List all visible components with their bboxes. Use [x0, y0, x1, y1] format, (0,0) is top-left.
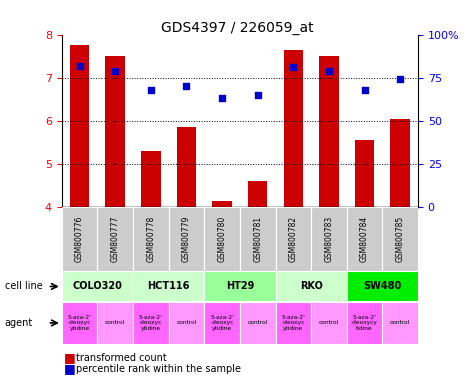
- Point: [289, 65, 297, 71]
- Text: RKO: RKO: [300, 281, 323, 291]
- Bar: [204, 207, 240, 271]
- Text: GDS4397 / 226059_at: GDS4397 / 226059_at: [161, 21, 314, 35]
- Bar: [97, 207, 133, 271]
- Bar: [347, 302, 382, 344]
- Text: agent: agent: [5, 318, 33, 328]
- Text: control: control: [390, 320, 410, 326]
- Point: [76, 63, 84, 69]
- Text: HCT116: HCT116: [147, 281, 190, 291]
- Bar: [141, 151, 161, 207]
- Text: 5-aza-2'
-deoxyc
ytidine: 5-aza-2' -deoxyc ytidine: [210, 315, 234, 331]
- Text: control: control: [105, 320, 125, 326]
- Point: [325, 68, 332, 74]
- Point: [182, 83, 190, 89]
- Bar: [276, 271, 347, 301]
- Text: cell line: cell line: [5, 281, 42, 291]
- Bar: [355, 141, 374, 207]
- Bar: [204, 271, 276, 301]
- Bar: [204, 302, 240, 344]
- Text: GSM800784: GSM800784: [360, 216, 369, 262]
- Text: GSM800785: GSM800785: [396, 216, 405, 262]
- Text: 5-aza-2'
-deoxycy
tidine: 5-aza-2' -deoxycy tidine: [351, 315, 378, 331]
- Text: control: control: [176, 320, 197, 326]
- Bar: [347, 271, 418, 301]
- Text: GSM800780: GSM800780: [218, 216, 227, 262]
- Text: GSM800778: GSM800778: [146, 216, 155, 262]
- Bar: [133, 271, 204, 301]
- Bar: [390, 119, 410, 207]
- Bar: [240, 302, 276, 344]
- Bar: [62, 302, 97, 344]
- Bar: [70, 45, 89, 207]
- Text: GSM800776: GSM800776: [75, 216, 84, 262]
- Bar: [177, 127, 196, 207]
- Text: COLO320: COLO320: [72, 281, 123, 291]
- Point: [147, 87, 155, 93]
- Text: 5-aza-2'
-deoxyc
ytidine: 5-aza-2' -deoxyc ytidine: [281, 315, 305, 331]
- Bar: [311, 207, 347, 271]
- Bar: [133, 207, 169, 271]
- Text: control: control: [247, 320, 268, 326]
- Text: GSM800779: GSM800779: [182, 216, 191, 262]
- Text: ■: ■: [64, 351, 76, 364]
- Text: GSM800783: GSM800783: [324, 216, 333, 262]
- Text: ■: ■: [64, 362, 76, 375]
- Point: [254, 92, 261, 98]
- Point: [361, 87, 369, 93]
- Bar: [382, 302, 418, 344]
- Bar: [347, 207, 382, 271]
- Bar: [248, 182, 267, 207]
- Point: [111, 68, 119, 74]
- Bar: [62, 271, 133, 301]
- Text: GSM800781: GSM800781: [253, 216, 262, 262]
- Text: transformed count: transformed count: [76, 353, 167, 363]
- Point: [396, 76, 404, 83]
- Bar: [311, 302, 347, 344]
- Text: percentile rank within the sample: percentile rank within the sample: [76, 364, 241, 374]
- Text: 5-aza-2'
-deoxyc
ytidine: 5-aza-2' -deoxyc ytidine: [67, 315, 92, 331]
- Bar: [97, 302, 133, 344]
- Bar: [169, 207, 204, 271]
- Bar: [105, 56, 125, 207]
- Text: SW480: SW480: [363, 281, 401, 291]
- Text: HT29: HT29: [226, 281, 254, 291]
- Bar: [240, 207, 276, 271]
- Bar: [169, 302, 204, 344]
- Text: control: control: [319, 320, 339, 326]
- Point: [218, 96, 226, 102]
- Bar: [133, 302, 169, 344]
- Bar: [276, 302, 311, 344]
- Bar: [212, 201, 232, 207]
- Bar: [62, 207, 97, 271]
- Text: 5-aza-2'
-deoxyc
ytidine: 5-aza-2' -deoxyc ytidine: [139, 315, 163, 331]
- Text: GSM800782: GSM800782: [289, 216, 298, 262]
- Bar: [319, 56, 339, 207]
- Bar: [276, 207, 311, 271]
- Bar: [382, 207, 418, 271]
- Text: GSM800777: GSM800777: [111, 216, 120, 262]
- Bar: [284, 50, 303, 207]
